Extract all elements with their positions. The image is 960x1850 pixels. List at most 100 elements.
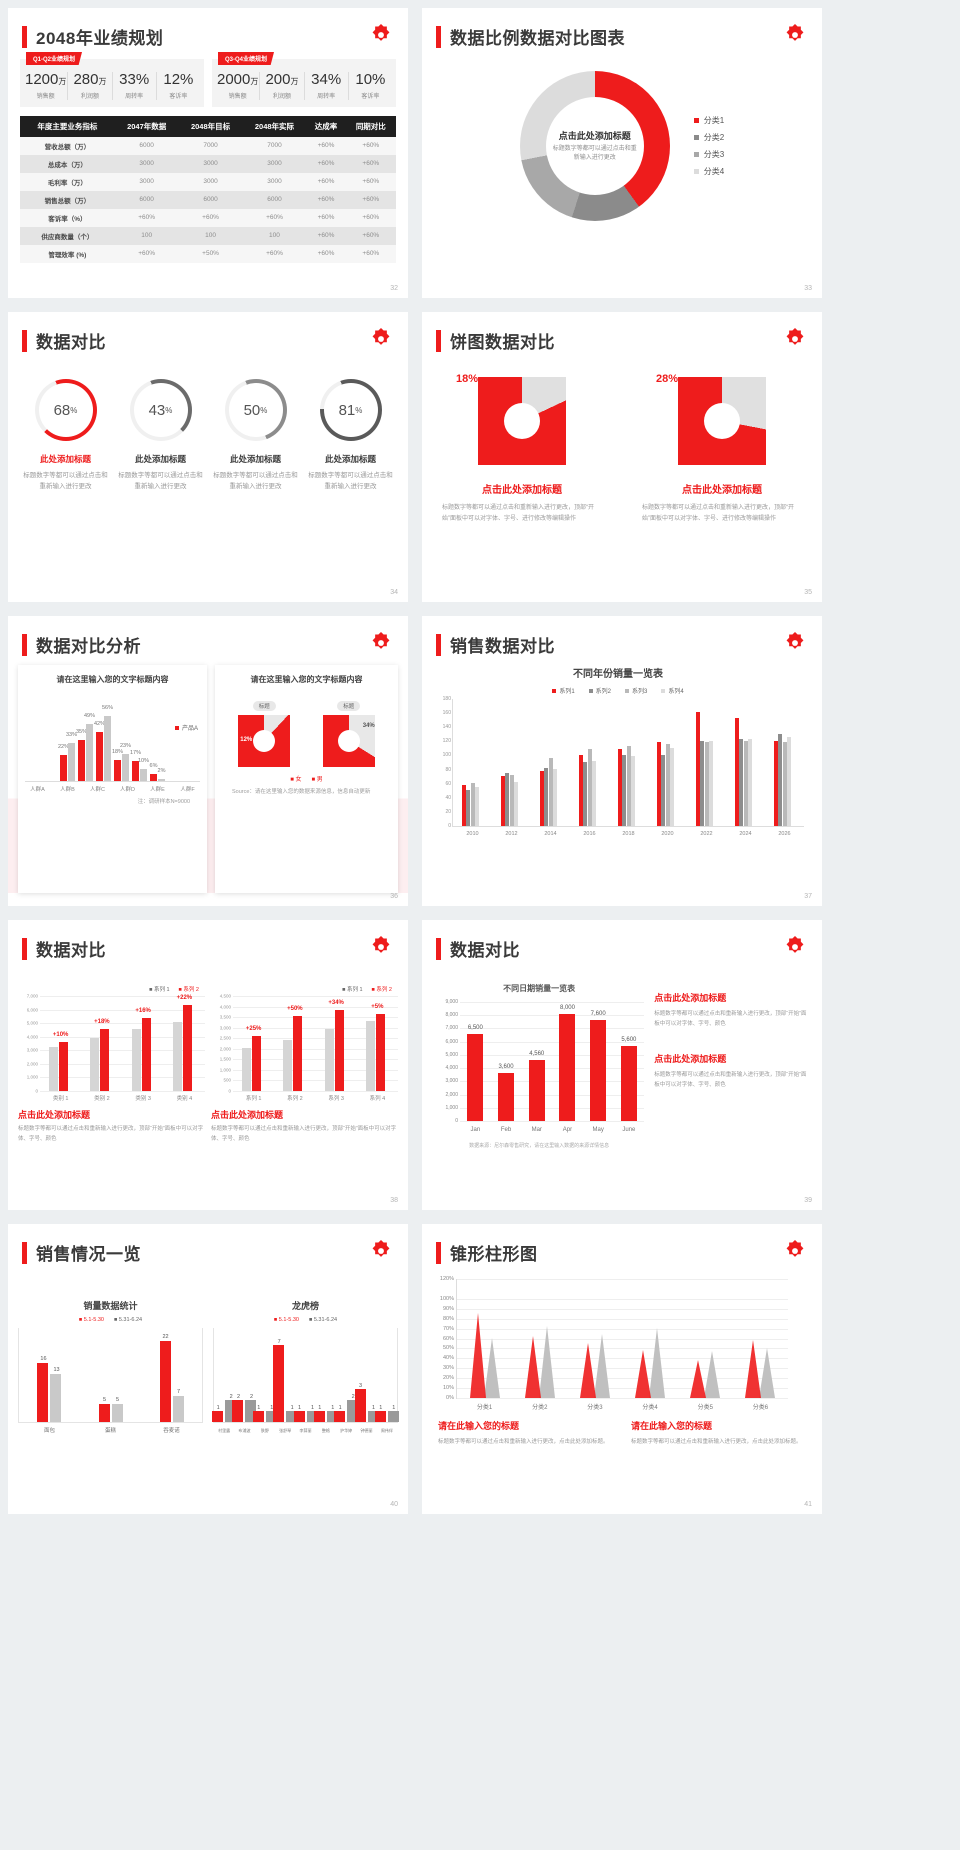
bar-group: [324, 1009, 344, 1091]
bar: [326, 1411, 338, 1422]
kpi-label: 周转率: [125, 93, 144, 100]
legend-entry: ■ 系列 2: [178, 987, 199, 993]
y-tick: 1,000: [219, 1067, 231, 1073]
table-row: 客诉率（%） +60% +60% +60% +60% +60%: [20, 208, 396, 227]
bar-group: [90, 1029, 110, 1091]
bar-value-label: 1: [257, 1405, 261, 1411]
gridline: [457, 1328, 788, 1330]
gauge-desc: 标题数字等都可以通过点击和重新输入进行更改: [213, 472, 298, 491]
table-header-cell: 2048年目标: [178, 115, 243, 137]
brand-logo-icon: [372, 327, 390, 345]
bar-value-label: 1: [392, 1405, 396, 1411]
table-cell: 100: [178, 226, 243, 245]
gridline: [457, 1338, 788, 1340]
chart-sales-stats: 销量数据统计 ■ 5.1-5.30 ■ 5.31-6.24 16 13 面包 5 5 蛋糕…: [18, 1299, 203, 1434]
chart-legend: ■ 系列 1 ■ 系列 2: [18, 985, 205, 993]
table-cell: +60%: [345, 154, 396, 173]
donut-pair: 标题 12% 标题 34%: [222, 695, 391, 767]
gridline: [233, 1006, 398, 1008]
bar-group: 42% 56%: [94, 705, 113, 781]
block-title: 点击此处添加标题: [654, 1053, 727, 1064]
legend-entry: ■ 5.31-6.24: [113, 1317, 143, 1323]
page-title: 数据对比: [36, 333, 106, 352]
slide-pie-data-comparison: 饼图数据对比 18% 点击此处添加标题 标题数字等都可以通过点击和重新输入进行更改，…: [422, 312, 822, 602]
growth-annotation: +22%: [176, 994, 193, 1001]
title-accent-bar: [436, 937, 441, 960]
bar-value-label: 5: [102, 1396, 107, 1403]
bar: [670, 747, 675, 826]
page-title: 数据对比: [450, 941, 520, 960]
bar: [286, 1411, 298, 1422]
gauge-item: 81% 此处添加标题 标题数字等都可以通过点击和重新输入进行更改: [307, 379, 395, 492]
block-desc: 标题数字等都可以通过点击和重新输入进行更改，点击此处添加标题。: [438, 1439, 609, 1445]
y-tick: 6,000: [445, 1038, 458, 1045]
gridline: [233, 1048, 398, 1050]
table-row: 管理效率 (%) +60% +50% +60% +60% +60%: [20, 244, 396, 263]
bar-value-label: 1: [290, 1405, 294, 1411]
y-tick: 4,000: [26, 1034, 38, 1040]
kpi-value: 34%: [311, 71, 342, 88]
chart-legend: ■ 5.1-5.30 ■ 5.31-6.24: [213, 1317, 398, 1323]
y-tick: 3,500: [219, 1014, 231, 1020]
text-blocks: 点击此处添加标题 标题数字等都可以通过点击和重新输入进行更改，顶部“开始”面板中…: [654, 983, 810, 1149]
y-tick: 20%: [442, 1375, 454, 1382]
bar: [665, 744, 670, 826]
bar: [739, 739, 744, 826]
title-accent-bar: [22, 633, 27, 656]
kpi-group-q3q4: Q3-Q4业绩规划 2000万 销售额 200万 利润额 34% 周转率 10%…: [212, 52, 396, 107]
y-tick: 50%: [442, 1345, 454, 1352]
y-tick: 80: [445, 766, 451, 773]
bar: [544, 767, 549, 826]
kpi-cell: 1200万 销售额: [24, 71, 69, 100]
pie-percent-label: 28%: [656, 373, 679, 385]
table-header-cell: 2048年实际: [242, 115, 307, 137]
y-tick: 120: [442, 738, 451, 745]
table-cell: 供应商数量（个）: [20, 226, 115, 245]
bar: [37, 1363, 49, 1422]
x-tick: 面包: [43, 1428, 56, 1434]
x-tick: 李茸丽: [299, 1428, 312, 1433]
bar: [172, 1022, 182, 1091]
bar-group: [656, 742, 675, 826]
bar: [461, 784, 466, 826]
bar-value-label: 13: [53, 1367, 60, 1374]
bar-value-label: 1: [318, 1405, 322, 1411]
bar-group: 22% 33%: [58, 732, 77, 781]
kpi-label: 销售额: [228, 93, 247, 100]
x-tick: 人群B: [60, 787, 75, 793]
x-tick: 分类6: [752, 1405, 769, 1411]
legend-label: 分类4: [703, 167, 725, 176]
bar: [778, 733, 783, 826]
text-block: 点击此处添加标题 标题数字等都可以通过点击和重新输入进行更改，顶部“开始”面板中…: [654, 991, 810, 1030]
brand-logo-icon: [372, 1239, 390, 1257]
gridline: [460, 1015, 645, 1017]
table-cell: +60%: [306, 244, 346, 263]
page-number: 38: [390, 1197, 398, 1204]
donut-chart-card: 请在这里输入您的文字标题内容 标题 12% 标题 34%: [215, 665, 398, 893]
bar: [592, 760, 597, 826]
donut-ring: 12%: [238, 715, 291, 767]
kpi-label: 利润额: [272, 93, 291, 100]
bar: [375, 1014, 385, 1091]
y-tick: 4,000: [445, 1065, 458, 1072]
y-tick: 2,000: [26, 1061, 38, 1067]
table-cell: +50%: [178, 244, 243, 263]
cone-series1: [579, 1343, 596, 1398]
kpi-value: 33%: [119, 71, 150, 88]
table-cell: 销售总额（万）: [20, 190, 115, 209]
chart-source: 数据来源：尼尔森零售研究，请在这里输入数据的来源详情信息: [469, 1143, 610, 1149]
bar-group: 18% 23%: [112, 743, 131, 781]
table-header-cell: 达成率: [306, 115, 346, 137]
x-tick: 2010: [466, 831, 479, 837]
bar: [656, 742, 661, 826]
bar: [590, 1019, 607, 1121]
kpi-label: 客诉率: [169, 93, 188, 100]
y-tick: 60%: [442, 1335, 454, 1342]
kpi-cell: 33% 周转率: [113, 71, 157, 100]
bar-group: 35% 49%: [76, 713, 95, 781]
card-title: 请在这里输入您的文字标题内容: [56, 675, 169, 684]
gridline: [40, 1036, 205, 1038]
legend-entry: ■ 系列 1: [342, 987, 363, 993]
bar-value-label: 5: [115, 1396, 120, 1403]
gridline: [460, 1081, 645, 1083]
